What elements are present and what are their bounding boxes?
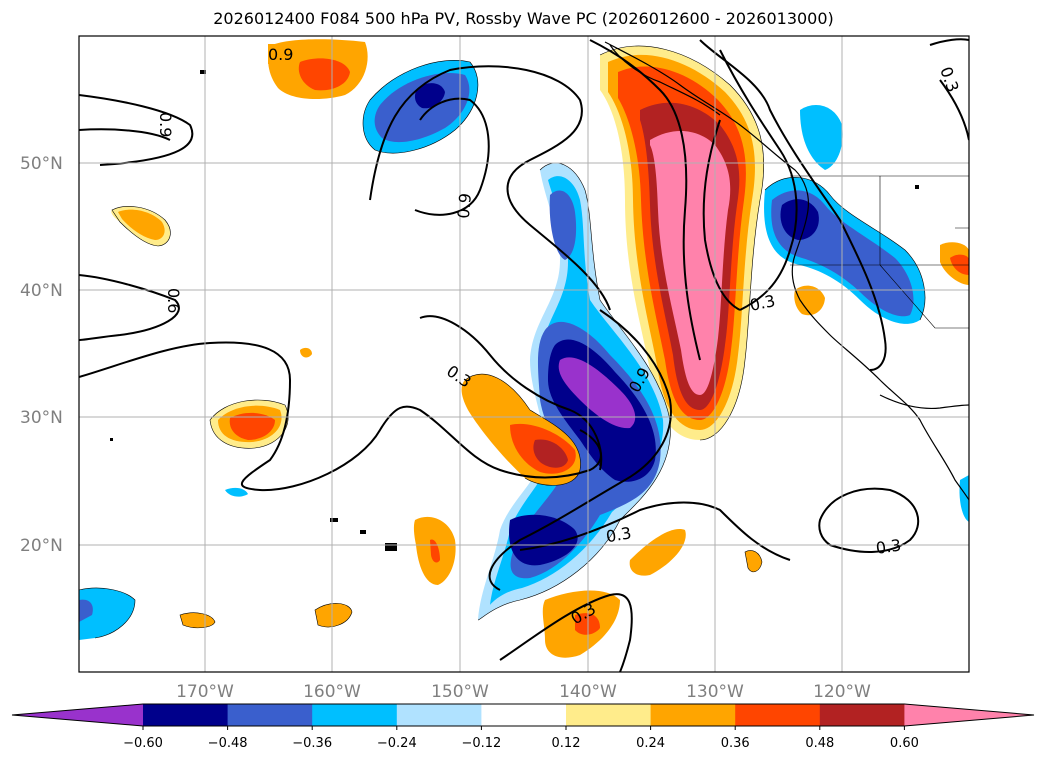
contour-label: 0.9 xyxy=(268,45,293,64)
colorbar-tick-label: 0.12 xyxy=(552,736,581,751)
coastlines xyxy=(604,41,969,501)
longitude-labels: 170°W 160°W 150°W 140°W 130°W 120°W xyxy=(176,682,871,702)
map-title: 2026012400 F084 500 hPa PV, Rossby Wave … xyxy=(213,9,834,28)
map-border xyxy=(78,35,970,673)
latitude-labels: 50°N 40°N 30°N 20°N xyxy=(20,154,63,556)
contour-label: 0.9 xyxy=(454,192,475,219)
state-borders xyxy=(790,175,969,329)
lat-label: 40°N xyxy=(20,281,63,301)
contour-label: 0.9 xyxy=(156,112,175,137)
contour-label: 0.3 xyxy=(748,291,777,315)
colorbar-segment xyxy=(481,704,567,726)
lon-label: 140°W xyxy=(559,682,617,702)
lat-label: 20°N xyxy=(20,536,63,556)
colorbar-tick-label: 0.48 xyxy=(805,736,834,751)
colorbar-extend-max xyxy=(904,704,1034,726)
colorbar-segment xyxy=(735,704,821,726)
lat-label: 30°N xyxy=(20,408,63,428)
colorbar-tick-label: −0.12 xyxy=(461,736,501,751)
islands xyxy=(110,70,919,551)
lat-label: 50°N xyxy=(20,154,63,174)
colorbar-segment xyxy=(819,704,905,726)
colorbar-segment xyxy=(312,704,398,726)
colorbar-tick-label: −0.24 xyxy=(377,736,417,751)
lon-label: 150°W xyxy=(431,682,489,702)
contour-label: 0.3 xyxy=(875,536,903,558)
colorbar-tick-label: 0.24 xyxy=(636,736,665,751)
colorbar-segment xyxy=(566,704,652,726)
pv-contours xyxy=(79,38,969,672)
contour-label: 0.3 xyxy=(604,523,632,546)
gridlines xyxy=(79,36,969,672)
lon-label: 160°W xyxy=(303,682,361,702)
colorbar-tick-label: −0.60 xyxy=(123,736,163,751)
lon-label: 170°W xyxy=(176,682,234,702)
shading-outlines xyxy=(79,45,926,639)
colorbar-extend-min xyxy=(12,704,143,726)
lon-label: 120°W xyxy=(813,682,871,702)
contour-label: 0.6 xyxy=(164,288,183,313)
colorbar-tick-label: 0.36 xyxy=(721,736,750,751)
colorbar-segment xyxy=(143,704,229,726)
colorbar-segment xyxy=(650,704,736,726)
colorbar: −0.60 −0.48 −0.36 −0.24 −0.12 0.12 0.24 0.36 0.4… xyxy=(11,703,1035,751)
lon-label: 130°W xyxy=(686,682,744,702)
colorbar-tick-label: −0.48 xyxy=(208,736,248,751)
colorbar-segment xyxy=(227,704,313,726)
colorbar-tick-label: 0.60 xyxy=(890,736,919,751)
colorbar-segment xyxy=(396,704,482,726)
colorbar-tick-label: −0.36 xyxy=(292,736,332,751)
pv-shading xyxy=(79,39,969,658)
